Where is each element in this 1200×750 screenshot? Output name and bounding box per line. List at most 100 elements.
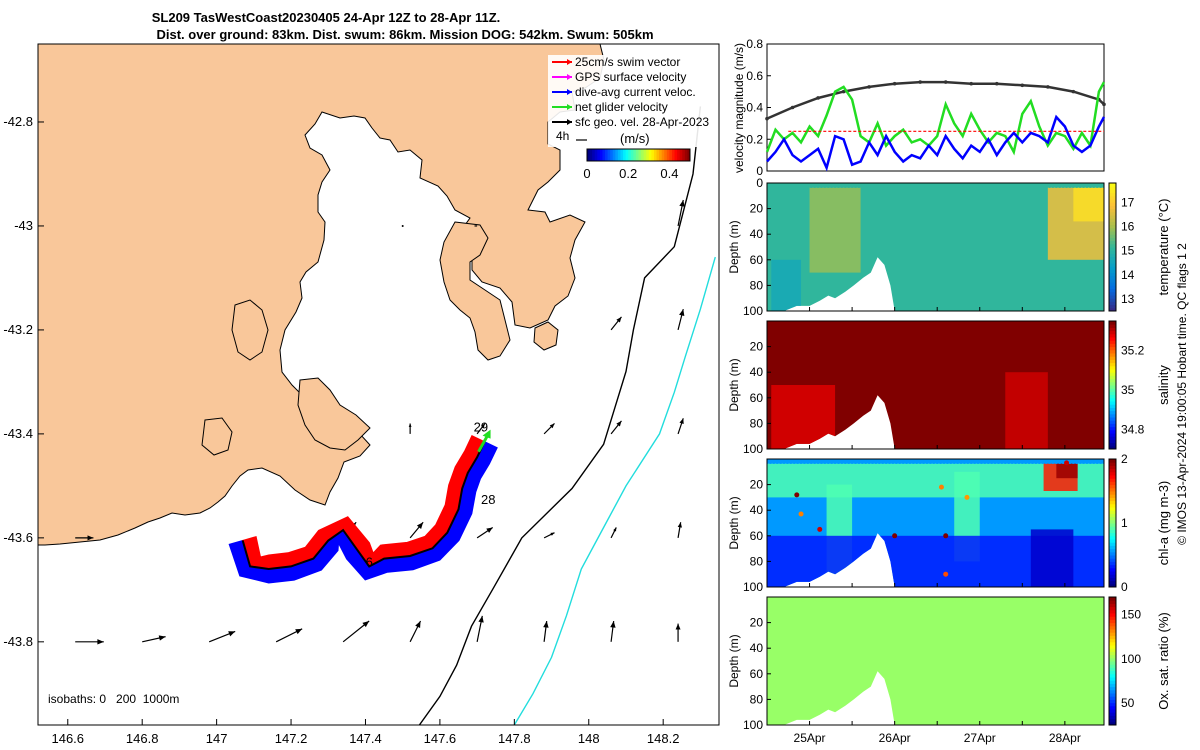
colorbar-tick-label: 0.2 (619, 166, 637, 181)
section-colorbar-cell (1109, 673, 1116, 678)
section-patch (771, 259, 802, 311)
section-colorbar-cell (1109, 365, 1116, 370)
section-y-tick-label: 80 (750, 692, 764, 706)
velocity-point (943, 80, 948, 84)
section-colorbar-cell (1109, 231, 1116, 235)
date-tick-label: 27Apr (964, 731, 996, 745)
section-y-axis-label: Depth (m) (727, 634, 741, 687)
section-colorbar-cell (1109, 597, 1116, 601)
section-colorbar-cell (1109, 420, 1116, 424)
section-colorbar-frame (1108, 182, 1117, 312)
current-arrow (610, 527, 617, 539)
section-colorbar-cell (1109, 340, 1116, 344)
legend-scale-label: 4h (556, 129, 569, 143)
section-colorbar-cell (1109, 645, 1116, 649)
section-colorbar-cell (1109, 202, 1116, 206)
section-colorbar-cell (1109, 298, 1116, 302)
current-arrow (610, 420, 622, 435)
section-colorbar-cell (1109, 613, 1116, 617)
velocity-point (1020, 83, 1025, 88)
current-arrow (610, 316, 622, 331)
section-y-tick-label: 20 (750, 616, 764, 630)
section-colorbar-cell (1109, 539, 1116, 543)
section-colorbar-cell (1109, 253, 1116, 258)
current-arrow (677, 308, 685, 331)
current-arrow (677, 418, 684, 435)
velocity-y-tick-label: 0.4 (746, 101, 763, 115)
current-arrow (543, 423, 555, 435)
velocity-axes-frame (766, 43, 1105, 172)
section-colorbar-label: salinity (1156, 365, 1171, 405)
section-colorbar-cell (1109, 715, 1116, 720)
section-colorbar-frame (1108, 596, 1117, 726)
section-colorbar-cell (1109, 721, 1116, 726)
colorbar-cell (656, 149, 660, 161)
colorbar-cell (602, 149, 606, 161)
section-colorbar-cell (1109, 266, 1116, 270)
section-colorbar-cell (1109, 442, 1116, 447)
colorbar-cell (594, 149, 598, 161)
velocity-point (765, 116, 769, 121)
map-x-tick-label: 147.2 (275, 731, 308, 746)
section-colorbar-cell (1109, 369, 1116, 373)
section-colorbar-cell (1109, 478, 1116, 482)
velocity-y-tick-label: 0.2 (746, 132, 763, 146)
section-colorbar-frame (1108, 320, 1117, 450)
section-colorbar-cell (1109, 532, 1116, 537)
section-colorbar-cell (1109, 381, 1116, 386)
section-colorbar-cell (1109, 285, 1116, 290)
section-y-tick-label: 40 (750, 227, 764, 241)
section-y-tick-label: 100 (743, 718, 763, 732)
section-y-tick-label: 0 (756, 176, 763, 190)
map-x-tick-label: 147 (206, 731, 228, 746)
section-colorbar-cell (1109, 221, 1116, 226)
velocity-point (1102, 102, 1106, 107)
section-colorbar-cell (1109, 651, 1116, 656)
section-colorbar-cell (1109, 516, 1116, 521)
map-y-tick-label: -43 (14, 218, 33, 233)
glider-track-line (241, 441, 486, 571)
section-colorbar-cell (1109, 337, 1116, 341)
section-colorbar-label: chl-a (mg m-3) (1156, 481, 1171, 566)
current-arrow (610, 620, 616, 642)
section-colorbar-cell (1109, 211, 1116, 216)
track-day-label: 6 (366, 554, 373, 569)
colorbar-cell (605, 149, 609, 161)
section-colorbar-cell (1109, 648, 1116, 652)
current-arrow-layer (75, 199, 685, 645)
colorbar-cell (669, 149, 673, 161)
colorbar-cell (646, 149, 650, 161)
section-panel-chl-a: 20 40 60 80 100 Depth (m) 0 1 2 chl-a (mg m-3) (727, 452, 1171, 594)
section-colorbar-cell (1109, 215, 1116, 219)
colorbar-cell (687, 149, 691, 161)
current-arrow (677, 199, 685, 227)
map-x-tick-label: 147.4 (349, 731, 382, 746)
section-colorbar-cell (1109, 523, 1116, 527)
section-colorbar-cell (1109, 683, 1116, 688)
section-colorbar-cell (1109, 657, 1116, 662)
velocity-series-net-glider-velocity (765, 81, 1106, 156)
current-arrow (401, 224, 404, 227)
section-colorbar-cell (1109, 567, 1116, 572)
section-colorbar-tick-label: 17 (1121, 195, 1135, 209)
section-colorbar-cell (1109, 471, 1116, 476)
section-colorbar-cell (1109, 321, 1116, 325)
section-colorbar-tick-label: 35 (1121, 383, 1135, 397)
section-colorbar-cell (1109, 359, 1116, 364)
current-arrow (408, 423, 412, 434)
section-panel-temperature: 0 20 40 60 80 100 Depth (m) 13 14 15 16 17 temperatu… (727, 176, 1171, 318)
section-colorbar-cell (1109, 307, 1116, 312)
isobath-200m-line (418, 106, 702, 725)
section-colorbar-cell (1109, 247, 1116, 251)
colorbar-cell (638, 149, 642, 161)
section-colorbar-cell (1109, 224, 1116, 229)
map-x-tick-label: 148.2 (647, 731, 680, 746)
section-colorbar-cell (1109, 603, 1116, 608)
map-y-tick-label: -43.4 (3, 426, 33, 441)
section-colorbar-cell (1109, 423, 1116, 428)
section-field (767, 183, 1104, 311)
date-tick-label: 26Apr (879, 731, 911, 745)
colorbar-cell (625, 149, 629, 161)
track-day-label: 28 (481, 492, 495, 507)
